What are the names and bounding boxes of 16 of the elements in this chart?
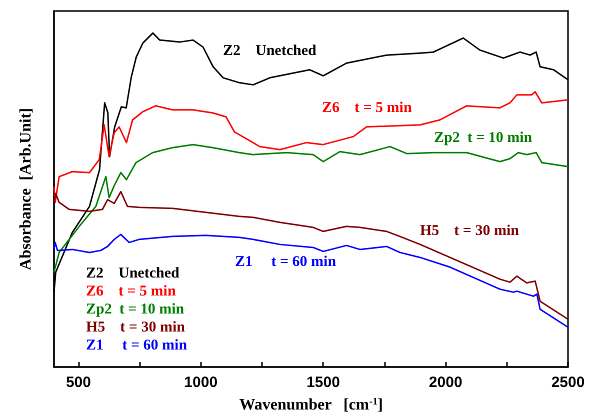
annotation: H5 t = 30 min	[420, 223, 520, 239]
annotation: Z2 Unetched	[223, 43, 317, 59]
annotation: Z6 t = 5 min	[322, 100, 412, 116]
x-tick-label: 1500	[306, 374, 340, 391]
text: Zp2 t = 10 min	[86, 302, 185, 318]
text: H5 t = 30 min	[86, 320, 186, 336]
series-label: Z2 Unetched	[86, 266, 180, 282]
x-tick-label: 500	[66, 374, 91, 391]
text: Z6 t = 5 min	[86, 284, 176, 300]
annotation: Z1 t = 60 min	[235, 254, 337, 270]
y-axis-title: Absorbance [Arb.Unit]	[18, 108, 34, 270]
annotation: Zp2 t = 10 min	[434, 130, 533, 146]
text: Z1 t = 60 min	[86, 338, 188, 354]
x-tick-label: 2500	[551, 374, 585, 391]
x-tick-label: 1000	[184, 374, 218, 391]
x-tick-label: 2000	[428, 374, 462, 391]
